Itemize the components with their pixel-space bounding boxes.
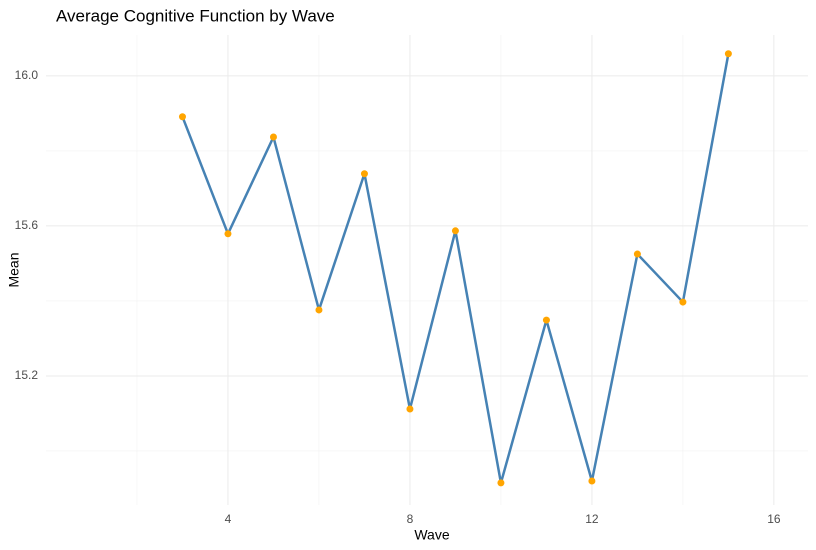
point bbox=[451, 227, 459, 235]
chart-title: Average Cognitive Function by Wave bbox=[56, 6, 335, 25]
point bbox=[679, 298, 687, 306]
x-tick-label: 12 bbox=[585, 512, 599, 526]
point bbox=[633, 250, 641, 258]
y-axis-title: Mean bbox=[6, 252, 22, 287]
x-axis-title: Wave bbox=[414, 527, 449, 543]
point bbox=[497, 479, 505, 487]
line bbox=[181, 53, 730, 485]
point bbox=[360, 170, 368, 178]
y-tick-label: 15.6 bbox=[15, 218, 39, 232]
point bbox=[724, 50, 732, 58]
x-tick-label: 16 bbox=[767, 512, 781, 526]
y-tick-label: 15.2 bbox=[15, 368, 39, 382]
point bbox=[178, 113, 186, 121]
x-tick-label: 8 bbox=[407, 512, 414, 526]
point bbox=[588, 477, 596, 485]
x-tick-label: 4 bbox=[225, 512, 232, 526]
point bbox=[224, 230, 232, 238]
point bbox=[269, 133, 277, 141]
point bbox=[542, 316, 550, 324]
point bbox=[406, 405, 414, 413]
point bbox=[315, 306, 323, 314]
y-tick-label: 16.0 bbox=[15, 68, 39, 82]
